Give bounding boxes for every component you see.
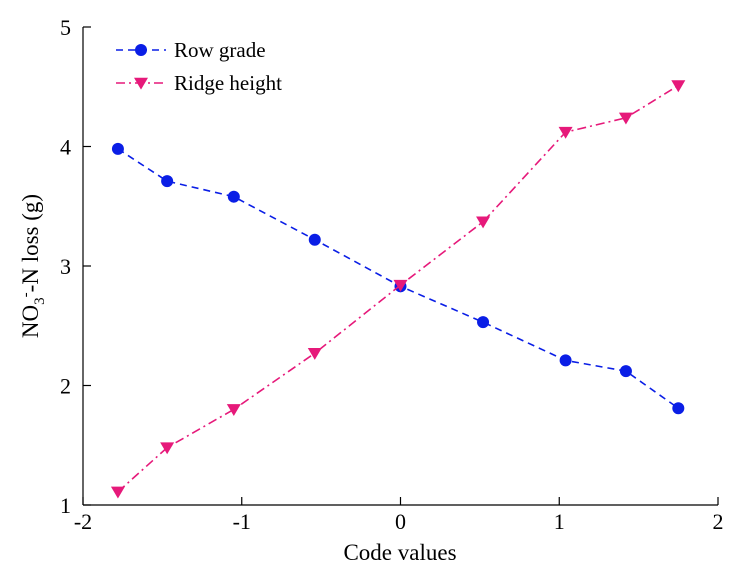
legend: Row grade Ridge height xyxy=(116,38,282,95)
series-1 xyxy=(110,80,686,499)
data-point xyxy=(226,404,241,417)
y-axis-title-suffix: -N loss (g) xyxy=(18,194,43,292)
data-point xyxy=(476,216,491,229)
data-point xyxy=(672,402,685,415)
legend-label: Row grade xyxy=(174,38,266,62)
legend-item: Ridge height xyxy=(116,71,282,95)
y-axis-title-subscript: 3 xyxy=(32,297,48,305)
legend-marker xyxy=(134,77,148,90)
data-point xyxy=(307,347,322,360)
axis-ticks: -2 -1 0 1 2 1 2 3 4 5 xyxy=(60,15,724,534)
series-0 xyxy=(111,142,685,415)
y-axis-title: NO3--N loss (g) xyxy=(18,194,48,338)
x-axis-title: Code values xyxy=(343,540,456,565)
data-point xyxy=(308,233,321,246)
y-tick-label: 1 xyxy=(60,493,71,518)
legend-label: Ridge height xyxy=(174,71,282,95)
x-tick-label: 1 xyxy=(554,509,565,534)
legend-marker xyxy=(135,44,147,56)
data-point xyxy=(111,142,124,155)
y-tick-label: 4 xyxy=(60,135,71,160)
legend-item: Row grade xyxy=(116,38,266,62)
y-axis-title-prefix: NO xyxy=(18,305,43,338)
y-tick-label: 2 xyxy=(60,374,71,399)
x-tick-label: -2 xyxy=(74,509,92,534)
y-tick-label: 5 xyxy=(60,15,71,40)
x-tick-label: 2 xyxy=(713,509,724,534)
series-line xyxy=(117,148,679,409)
data-point xyxy=(161,175,174,188)
data-point xyxy=(619,365,632,378)
y-tick-label: 3 xyxy=(60,254,71,279)
data-point xyxy=(110,486,125,499)
data-point xyxy=(160,442,175,455)
data-point xyxy=(618,112,633,125)
data-point xyxy=(227,190,240,203)
data-point xyxy=(393,279,408,292)
data-point xyxy=(671,80,686,93)
x-tick-label: -1 xyxy=(233,509,251,534)
data-point xyxy=(558,126,573,139)
x-tick-label: 0 xyxy=(395,509,406,534)
y-axis-title-superscript: - xyxy=(18,292,34,297)
series-layer xyxy=(110,80,686,499)
data-point xyxy=(477,316,490,329)
data-point xyxy=(559,354,572,367)
